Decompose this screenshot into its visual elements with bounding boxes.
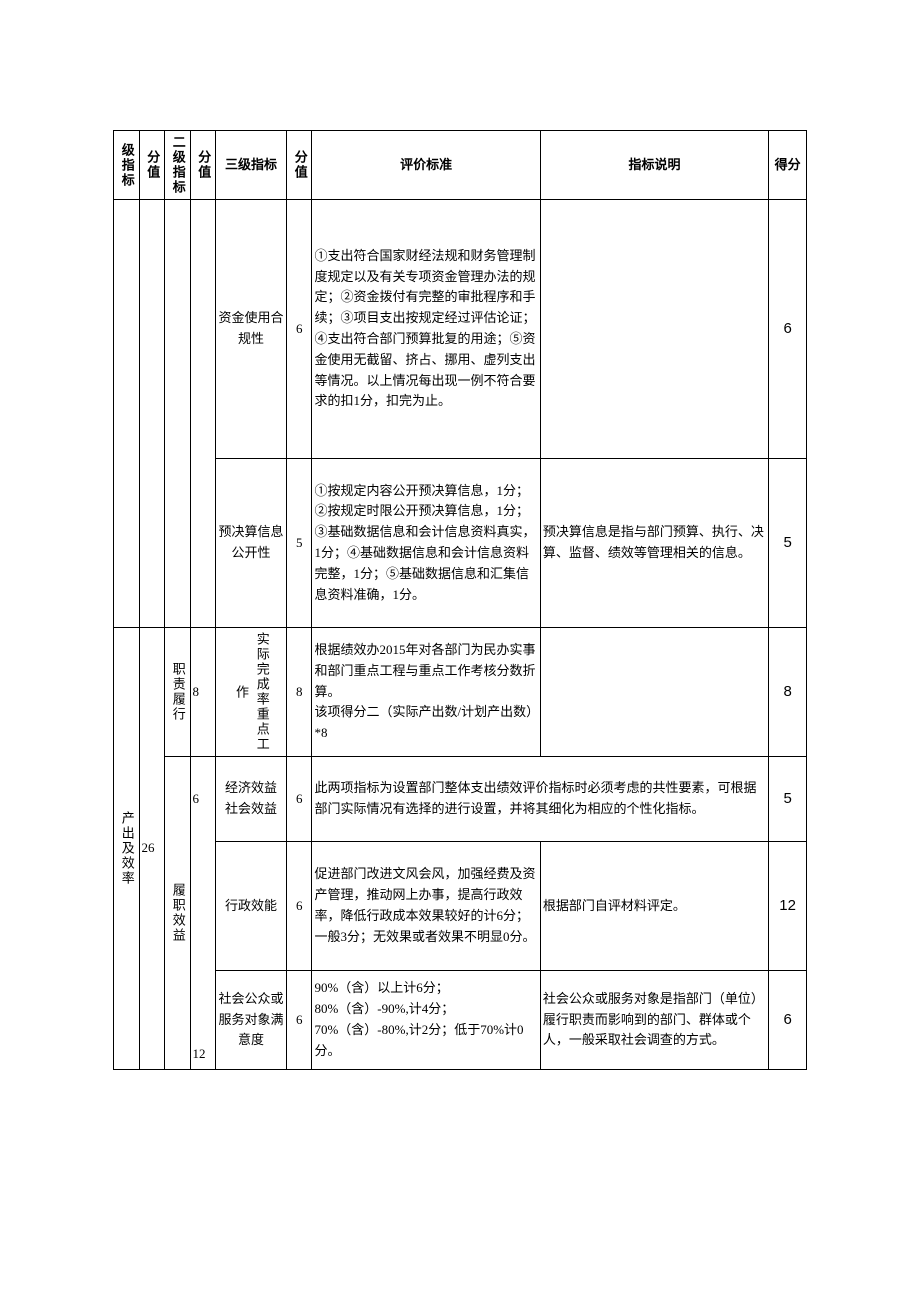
cell-score3: 6	[286, 757, 312, 842]
cell-score: 8	[769, 628, 807, 757]
cell-criteria: 根据绩效办2015年对各部门为民办实事和部门重点工程与重点工作考核分数折算。 该…	[312, 628, 540, 757]
cell-l1-blank	[114, 200, 140, 628]
cell-criteria: 90%（含）以上计6分； 80%（含）-90%,计4分； 70%（含）-80%,…	[312, 971, 540, 1070]
cell-l2-blank	[165, 200, 191, 628]
cell-score2a: 6	[190, 757, 216, 842]
cell-desc	[540, 628, 768, 757]
cell-criteria: 促进部门改进文风会风，加强经费及资产管理，推动网上办事，提高行政效率，降低行政成…	[312, 842, 540, 971]
cell-score2b: 12	[190, 842, 216, 1070]
header-desc: 指标说明	[540, 131, 768, 200]
cell-score2: 8	[190, 628, 216, 757]
table-row: 履职效益 6 经济效益 社会效益 6 此两项指标为设置部门整体支出绩效评价指标时…	[114, 757, 807, 842]
cell-desc: 社会公众或服务对象是指部门（单位）履行职责而影响到的部门、群体或个人，一般采取社…	[540, 971, 768, 1070]
cell-l2: 职责履行	[165, 628, 191, 757]
header-score1: 分值	[139, 131, 165, 200]
cell-l2: 履职效益	[165, 757, 191, 1070]
cell-desc	[540, 200, 768, 459]
cell-score3: 6	[286, 842, 312, 971]
header-score3: 分值	[286, 131, 312, 200]
cell-l3: 资金使用合规性	[216, 200, 287, 459]
cell-desc: 预决算信息是指与部门预算、执行、决算、监督、绩效等管理相关的信息。	[540, 459, 768, 628]
cell-score: 6	[769, 971, 807, 1070]
header-l3: 三级指标	[216, 131, 287, 200]
header-score: 得分	[769, 131, 807, 200]
cell-desc: 根据部门自评材料评定。	[540, 842, 768, 971]
cell-score1: 26	[139, 628, 165, 1070]
table-row: 资金使用合规性 6 ①支出符合国家财经法规和财务管理制度规定以及有关专项资金管理…	[114, 200, 807, 459]
cell-score1-blank	[139, 200, 165, 628]
cell-score: 5	[769, 757, 807, 842]
cell-l3: 实际完成率重点工作	[216, 628, 287, 757]
cell-l3: 经济效益 社会效益	[216, 757, 287, 842]
evaluation-table: 级指标 分值 二级指标 分值 三级指标 分值 评价标准 指标说明 得分 资金使用…	[113, 130, 807, 1070]
cell-score3: 5	[286, 459, 312, 628]
cell-score2-blank	[190, 200, 216, 628]
header-criteria: 评价标准	[312, 131, 540, 200]
cell-l1: 产出及效率	[114, 628, 140, 1070]
table-row: 社会公众或服务对象满意度 6 90%（含）以上计6分； 80%（含）-90%,计…	[114, 971, 807, 1070]
cell-l3: 社会公众或服务对象满意度	[216, 971, 287, 1070]
cell-score3: 6	[286, 971, 312, 1070]
cell-score: 12	[769, 842, 807, 971]
cell-l3: 行政效能	[216, 842, 287, 971]
cell-criteria: ①支出符合国家财经法规和财务管理制度规定以及有关专项资金管理办法的规定；②资金拨…	[312, 200, 540, 459]
cell-l3: 预决算信息公开性	[216, 459, 287, 628]
cell-criteria: ①按规定内容公开预决算信息，1分；②按规定时限公开预决算信息，1分；③基础数据信…	[312, 459, 540, 628]
header-l2: 二级指标	[165, 131, 191, 200]
cell-score3: 8	[286, 628, 312, 757]
header-l1: 级指标	[114, 131, 140, 200]
table-row: 预决算信息公开性 5 ①按规定内容公开预决算信息，1分；②按规定时限公开预决算信…	[114, 459, 807, 628]
table-row: 产出及效率 26 职责履行 8 实际完成率重点工作 8 根据绩效办2015年对各…	[114, 628, 807, 757]
cell-score3: 6	[286, 200, 312, 459]
table-row: 12 行政效能 6 促进部门改进文风会风，加强经费及资产管理，推动网上办事，提高…	[114, 842, 807, 971]
cell-score: 6	[769, 200, 807, 459]
header-score2: 分值	[190, 131, 216, 200]
cell-score: 5	[769, 459, 807, 628]
cell-criteria-merged: 此两项指标为设置部门整体支出绩效评价指标时必须考虑的共性要素，可根据部门实际情况…	[312, 757, 769, 842]
